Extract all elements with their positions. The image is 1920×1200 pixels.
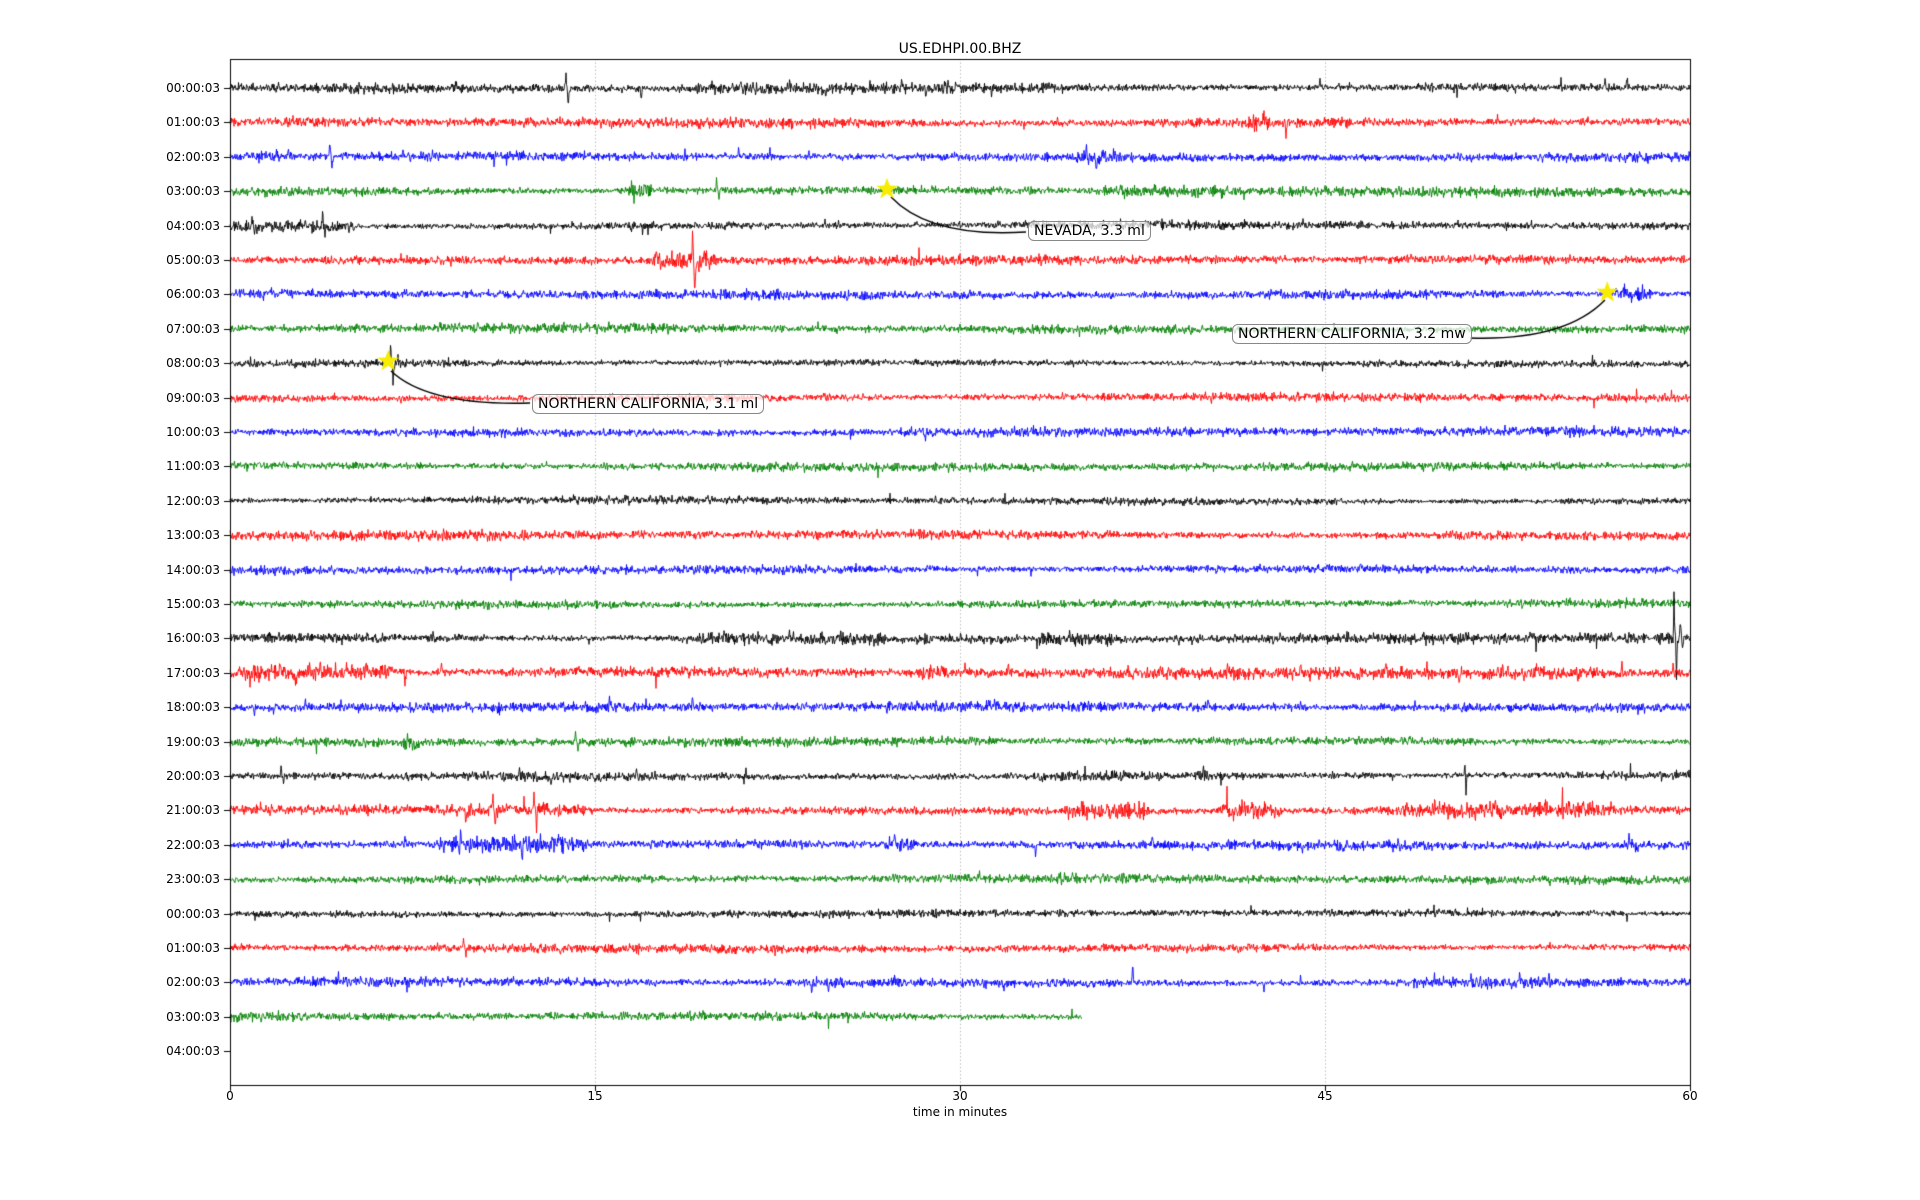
event-annotation-norcal-32: NORTHERN CALIFORNIA, 3.2 mw [1232,324,1472,344]
y-tick-label: 03:00:03 [166,184,220,199]
y-tick-label: 15:00:03 [166,597,220,611]
y-tick-label: 04:00:03 [166,1044,220,1059]
y-tick-label: 22:00:03 [166,837,220,852]
y-tick-label: 12:00:03 [166,493,220,508]
y-tick-label: 01:00:03 [166,941,220,955]
y-tick-label: 14:00:03 [166,562,220,577]
x-tick-label: 15 [587,1089,603,1103]
y-tick-label: 02:00:03 [166,149,220,164]
event-annotation-norcal-31: NORTHERN CALIFORNIA, 3.1 ml [532,394,765,414]
y-tick-label: 05:00:03 [166,253,220,267]
x-tick-label: 0 [226,1089,234,1103]
x-tick-label: 60 [1682,1089,1698,1103]
y-tick-label: 01:00:03 [166,115,220,130]
y-tick-label: 16:00:03 [166,631,220,646]
y-tick-label: 17:00:03 [166,665,220,680]
x-tick-label: 30 [952,1089,968,1103]
y-tick-label: 19:00:03 [166,734,220,749]
y-tick-label: 06:00:03 [166,287,220,302]
x-tick-label: 45 [1317,1089,1333,1103]
event-annotation-nevada: NEVADA, 3.3 ml [1028,221,1151,241]
y-tick-label: 02:00:03 [166,975,220,990]
y-tick-label: 09:00:03 [166,390,220,405]
y-tick-label: 13:00:03 [166,528,220,543]
y-tick-label: 21:00:03 [166,803,220,818]
y-tick-label: 23:00:03 [166,872,220,887]
figure-title: US.EDHPI.00.BHZ [898,41,1022,57]
y-tick-label: 04:00:03 [166,218,220,233]
y-tick-label: 10:00:03 [166,425,220,439]
y-tick-label: 00:00:03 [166,906,220,921]
y-tick-label: 00:00:03 [166,81,220,95]
y-tick-label: 08:00:03 [166,356,220,371]
y-tick-label: 18:00:03 [166,700,220,715]
y-tick-label: 20:00:03 [166,769,220,783]
y-tick-label: 07:00:03 [166,321,220,336]
y-tick-label: 03:00:03 [166,1009,220,1024]
y-tick-label: 11:00:03 [166,459,220,474]
x-axis-label: time in minutes [912,1105,1008,1119]
